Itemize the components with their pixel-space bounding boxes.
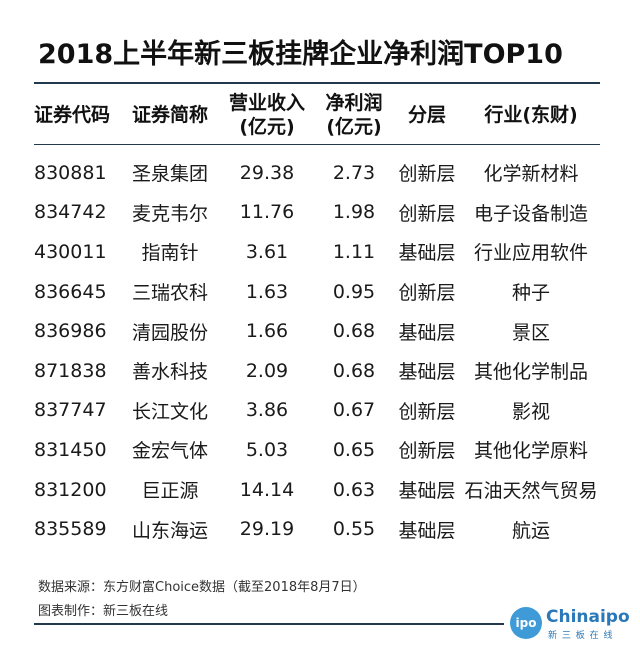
cell-code: 836645 bbox=[34, 280, 107, 303]
top-divider bbox=[34, 82, 600, 84]
cell-net-profit: 0.65 bbox=[332, 438, 376, 461]
cell-name: 善水科技 bbox=[131, 361, 208, 384]
cell-code: 836986 bbox=[34, 320, 107, 343]
cell-layer: 创新层 bbox=[398, 282, 456, 305]
cell-industry: 其他化学制品 bbox=[473, 361, 588, 384]
cell-layer: 创新层 bbox=[398, 202, 456, 225]
cell-code: 430011 bbox=[34, 240, 107, 263]
table-row: 831450 金宏气体 5.03 0.65 创新层 其他化学原料 bbox=[34, 430, 600, 470]
bottom-divider bbox=[34, 623, 504, 625]
cell-name: 山东海运 bbox=[131, 519, 208, 542]
cell-revenue: 3.86 bbox=[245, 399, 289, 422]
cell-industry: 航运 bbox=[511, 519, 550, 542]
table-row: 836986 清园股份 1.66 0.68 基础层 景区 bbox=[34, 311, 600, 351]
cell-revenue: 14.14 bbox=[239, 478, 295, 501]
logo-mark-icon: ipo bbox=[510, 607, 542, 639]
table-row: 831200 巨正源 14.14 0.63 基础层 石油天然气贸易 bbox=[34, 470, 600, 510]
header-name: 证券简称 bbox=[131, 104, 208, 126]
header-revenue-line1: 营业收入 bbox=[228, 92, 305, 114]
header-net-profit-line2: (亿元) bbox=[326, 116, 382, 138]
table-row: 837747 长江文化 3.86 0.67 创新层 影视 bbox=[34, 391, 600, 431]
cell-layer: 基础层 bbox=[398, 321, 456, 344]
cell-code: 834742 bbox=[34, 201, 107, 224]
cell-net-profit: 1.11 bbox=[332, 240, 376, 263]
header-net-profit: 净利润 (亿元) bbox=[316, 91, 392, 139]
table-row: 835589 山东海运 29.19 0.55 基础层 航运 bbox=[34, 509, 600, 549]
header-code: 证券代码 bbox=[34, 104, 111, 126]
cell-code: 835589 bbox=[34, 518, 107, 541]
cell-industry: 影视 bbox=[511, 400, 550, 423]
cell-net-profit: 0.55 bbox=[332, 518, 376, 541]
table-row: 836645 三瑞农科 1.63 0.95 创新层 种子 bbox=[34, 272, 600, 312]
header-revenue: 营业收入 (亿元) bbox=[218, 91, 316, 139]
cell-revenue: 1.63 bbox=[245, 280, 289, 303]
profit-table: 证券代码 证券简称 营业收入 (亿元) 净利润 (亿元) 分层 行业(东财) 8… bbox=[34, 86, 600, 549]
table-body: 830881 圣泉集团 29.38 2.73 创新层 化学新材料 834742 麦克韦尔 11.… bbox=[34, 145, 600, 549]
cell-name: 指南针 bbox=[141, 242, 199, 265]
cell-industry: 化学新材料 bbox=[483, 163, 579, 186]
header-industry: 行业(东财) bbox=[484, 104, 578, 126]
chart-credit-note: 图表制作：新三板在线 bbox=[38, 604, 169, 619]
table-row: 830881 圣泉集团 29.38 2.73 创新层 化学新材料 bbox=[34, 153, 600, 193]
cell-name: 金宏气体 bbox=[131, 440, 208, 463]
header-layer: 分层 bbox=[407, 104, 446, 126]
page-title: 2018上半年新三板挂牌企业净利润TOP10 bbox=[38, 39, 563, 70]
cell-net-profit: 2.73 bbox=[332, 161, 376, 184]
cell-layer: 基础层 bbox=[398, 242, 456, 265]
cell-name: 长江文化 bbox=[131, 400, 208, 423]
cell-layer: 基础层 bbox=[398, 519, 456, 542]
cell-net-profit: 0.95 bbox=[332, 280, 376, 303]
cell-code: 831450 bbox=[34, 438, 107, 461]
cell-layer: 创新层 bbox=[398, 163, 456, 186]
cell-industry: 景区 bbox=[511, 321, 550, 344]
cell-code: 871838 bbox=[34, 359, 107, 382]
cell-revenue: 2.09 bbox=[245, 359, 289, 382]
cell-industry: 石油天然气贸易 bbox=[464, 480, 598, 503]
header-net-profit-line1: 净利润 bbox=[325, 92, 383, 114]
cell-industry: 电子设备制造 bbox=[473, 202, 588, 225]
cell-industry: 其他化学原料 bbox=[473, 440, 588, 463]
cell-revenue: 1.66 bbox=[245, 320, 289, 343]
cell-industry: 行业应用软件 bbox=[473, 242, 588, 265]
cell-layer: 基础层 bbox=[398, 480, 456, 503]
cell-name: 麦克韦尔 bbox=[131, 202, 208, 225]
header-revenue-line2: (亿元) bbox=[239, 116, 295, 138]
cell-layer: 创新层 bbox=[398, 400, 456, 423]
cell-name: 圣泉集团 bbox=[131, 163, 208, 186]
cell-net-profit: 0.68 bbox=[332, 359, 376, 382]
cell-name: 三瑞农科 bbox=[131, 282, 208, 305]
cell-layer: 基础层 bbox=[398, 361, 456, 384]
cell-industry: 种子 bbox=[511, 282, 550, 305]
cell-net-profit: 0.67 bbox=[332, 399, 376, 422]
cell-code: 830881 bbox=[34, 161, 107, 184]
cell-revenue: 29.38 bbox=[239, 161, 295, 184]
table-row: 834742 麦克韦尔 11.76 1.98 创新层 电子设备制造 bbox=[34, 193, 600, 233]
cell-name: 巨正源 bbox=[141, 480, 199, 503]
table-row: 871838 善水科技 2.09 0.68 基础层 其他化学制品 bbox=[34, 351, 600, 391]
cell-code: 837747 bbox=[34, 399, 107, 422]
logo-tagline: 新 三 板 在 线 bbox=[548, 631, 614, 641]
cell-revenue: 29.19 bbox=[239, 518, 295, 541]
chinaipo-logo: ipo Chinaipo 新 三 板 在 线 bbox=[510, 607, 630, 641]
cell-revenue: 5.03 bbox=[245, 438, 289, 461]
data-source-note: 数据来源：东方财富Choice数据（截至2018年8月7日） bbox=[38, 580, 366, 595]
cell-net-profit: 0.63 bbox=[332, 478, 376, 501]
logo-name: Chinaipo bbox=[546, 607, 630, 627]
cell-name: 清园股份 bbox=[131, 321, 208, 344]
cell-net-profit: 1.98 bbox=[332, 201, 376, 224]
table-row: 430011 指南针 3.61 1.11 基础层 行业应用软件 bbox=[34, 232, 600, 272]
cell-layer: 创新层 bbox=[398, 440, 456, 463]
cell-revenue: 11.76 bbox=[239, 201, 295, 224]
table-header: 证券代码 证券简称 营业收入 (亿元) 净利润 (亿元) 分层 行业(东财) bbox=[34, 86, 600, 145]
cell-revenue: 3.61 bbox=[245, 240, 289, 263]
cell-code: 831200 bbox=[34, 478, 107, 501]
cell-net-profit: 0.68 bbox=[332, 320, 376, 343]
